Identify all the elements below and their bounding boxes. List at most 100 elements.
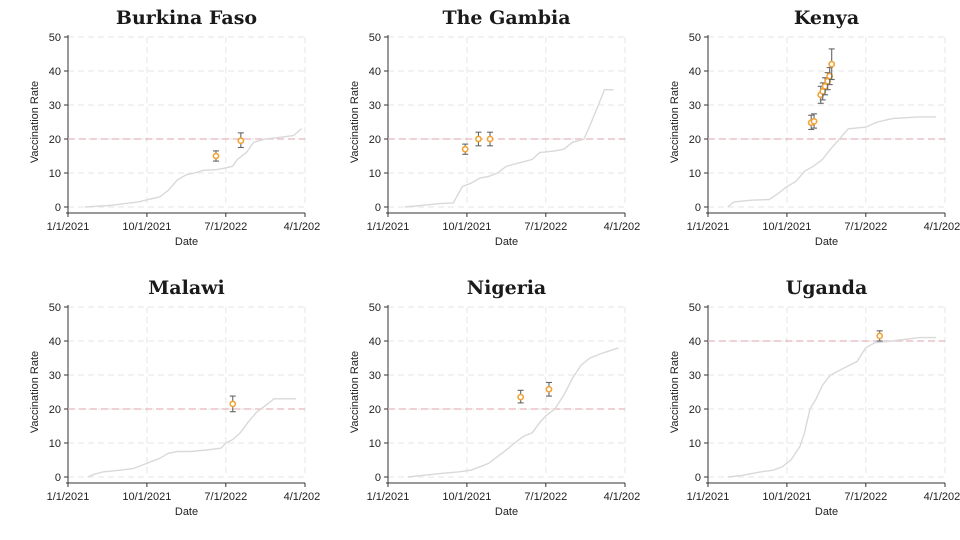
x-tick-label: 7/1/2022 xyxy=(204,221,247,233)
data-point xyxy=(517,389,525,404)
y-tick-label: 30 xyxy=(369,100,381,112)
x-tick-label: 4/1/2023 xyxy=(924,221,960,233)
y-tick-label: 20 xyxy=(49,134,61,146)
y-tick-label: 20 xyxy=(49,404,61,416)
y-tick-label: 10 xyxy=(689,438,701,450)
x-tick-label: 10/1/2021 xyxy=(122,491,171,503)
series-line xyxy=(405,89,614,208)
point-marker xyxy=(810,117,818,125)
y-tick-label: 50 xyxy=(689,32,701,44)
point-marker xyxy=(237,137,245,145)
x-tick-label: 4/1/2023 xyxy=(924,491,960,503)
y-tick-label: 10 xyxy=(49,168,61,180)
x-tick-label: 10/1/2021 xyxy=(762,491,811,503)
y-tick-label: 0 xyxy=(375,472,381,484)
point-marker xyxy=(826,72,834,80)
data-point xyxy=(229,395,237,413)
chart-panel: Nigeria 0 10 20 30 40 50 1/1/2021 10/1/2021 7/1/2… xyxy=(320,270,640,540)
series-line xyxy=(85,128,302,208)
x-tick-label: 10/1/2021 xyxy=(762,221,811,233)
y-axis-label: Vaccination Rate xyxy=(349,81,361,163)
y-tick-label: 20 xyxy=(369,134,381,146)
y-tick-label: 0 xyxy=(695,202,701,214)
y-axis-label: Vaccination Rate xyxy=(669,351,681,433)
x-tick-label: 4/1/2023 xyxy=(604,221,640,233)
point-marker xyxy=(461,145,469,153)
series-line xyxy=(727,116,936,208)
chart-title: Uganda xyxy=(786,277,868,299)
y-tick-label: 40 xyxy=(49,336,61,348)
y-tick-label: 10 xyxy=(49,438,61,450)
x-tick-label: 1/1/2021 xyxy=(47,491,90,503)
chart-title: Burkina Faso xyxy=(116,7,257,29)
x-tick-label: 7/1/2022 xyxy=(844,491,887,503)
y-tick-label: 30 xyxy=(689,370,701,382)
y-tick-label: 10 xyxy=(369,438,381,450)
x-tick-label: 1/1/2021 xyxy=(367,491,410,503)
x-tick-label: 7/1/2022 xyxy=(204,491,247,503)
y-tick-label: 0 xyxy=(375,202,381,214)
x-tick-label: 10/1/2021 xyxy=(122,221,171,233)
chart-svg: The Gambia 0 10 20 30 40 50 1/1/2021 10/1/2021 7/… xyxy=(349,7,640,248)
chart-panel: Kenya 0 10 20 30 40 50 1/1/2021 10/1/2021 7/1/202… xyxy=(640,0,960,270)
point-marker xyxy=(876,332,884,340)
data-point xyxy=(545,381,553,397)
data-point xyxy=(212,150,220,162)
x-tick-label: 10/1/2021 xyxy=(442,491,491,503)
chart-svg: Kenya 0 10 20 30 40 50 1/1/2021 10/1/2021 7/1/202… xyxy=(669,7,960,248)
y-tick-label: 50 xyxy=(369,302,381,314)
chart-title: Kenya xyxy=(794,7,859,29)
y-axis-label: Vaccination Rate xyxy=(29,351,41,433)
chart-panel: The Gambia 0 10 20 30 40 50 1/1/2021 10/1/2021 7/… xyxy=(320,0,640,270)
point-marker xyxy=(212,152,220,160)
x-tick-label: 1/1/2021 xyxy=(47,221,90,233)
chart-title: The Gambia xyxy=(442,7,570,29)
x-axis-label: Date xyxy=(495,506,518,518)
y-tick-label: 50 xyxy=(49,32,61,44)
y-tick-label: 40 xyxy=(369,66,381,78)
x-tick-label: 1/1/2021 xyxy=(687,221,730,233)
chart-svg: Malawi 0 10 20 30 40 50 1/1/2021 10/1/2021 7/1/20… xyxy=(29,277,320,518)
series-line xyxy=(727,336,936,478)
x-tick-label: 7/1/2022 xyxy=(844,221,887,233)
point-marker xyxy=(545,385,553,393)
chart-svg: Nigeria 0 10 20 30 40 50 1/1/2021 10/1/2021 7/1/2… xyxy=(349,277,640,518)
x-tick-label: 1/1/2021 xyxy=(367,221,410,233)
x-axis-label: Date xyxy=(175,506,198,518)
x-tick-label: 4/1/2023 xyxy=(284,221,320,233)
y-tick-label: 30 xyxy=(369,370,381,382)
x-tick-label: 1/1/2021 xyxy=(687,491,730,503)
data-point xyxy=(486,131,494,147)
data-point xyxy=(475,131,482,147)
data-point xyxy=(876,330,884,342)
data-point xyxy=(828,48,836,81)
chart-title: Nigeria xyxy=(467,277,547,299)
y-tick-label: 30 xyxy=(49,370,61,382)
chart-panel: Malawi 0 10 20 30 40 50 1/1/2021 10/1/2021 7/1/20… xyxy=(0,270,320,540)
y-tick-label: 50 xyxy=(689,302,701,314)
y-tick-label: 20 xyxy=(689,404,701,416)
y-tick-label: 10 xyxy=(369,168,381,180)
point-marker xyxy=(486,135,494,143)
chart-panel: Burkina Faso 0 10 20 30 40 50 1/1/2021 10/1/2021… xyxy=(0,0,320,270)
x-tick-label: 7/1/2022 xyxy=(524,491,567,503)
data-point xyxy=(237,132,245,149)
x-tick-label: 4/1/2023 xyxy=(604,491,640,503)
y-tick-label: 40 xyxy=(689,66,701,78)
x-tick-label: 4/1/2023 xyxy=(284,491,320,503)
series-line xyxy=(407,347,619,478)
series-line xyxy=(87,398,296,478)
chart-panel: Uganda 0 10 20 30 40 50 1/1/2021 10/1/2021 7/1/20… xyxy=(640,270,960,540)
chart-title: Malawi xyxy=(148,277,224,299)
y-tick-label: 30 xyxy=(49,100,61,112)
x-axis-label: Date xyxy=(815,506,838,518)
point-marker xyxy=(229,400,237,408)
point-marker xyxy=(475,135,482,143)
data-point xyxy=(810,113,818,129)
y-axis-label: Vaccination Rate xyxy=(349,351,361,433)
y-tick-label: 0 xyxy=(55,202,61,214)
chart-svg: Uganda 0 10 20 30 40 50 1/1/2021 10/1/2021 7/1/20… xyxy=(669,277,960,518)
point-marker xyxy=(828,60,836,68)
data-point xyxy=(461,143,469,155)
y-tick-label: 40 xyxy=(369,336,381,348)
